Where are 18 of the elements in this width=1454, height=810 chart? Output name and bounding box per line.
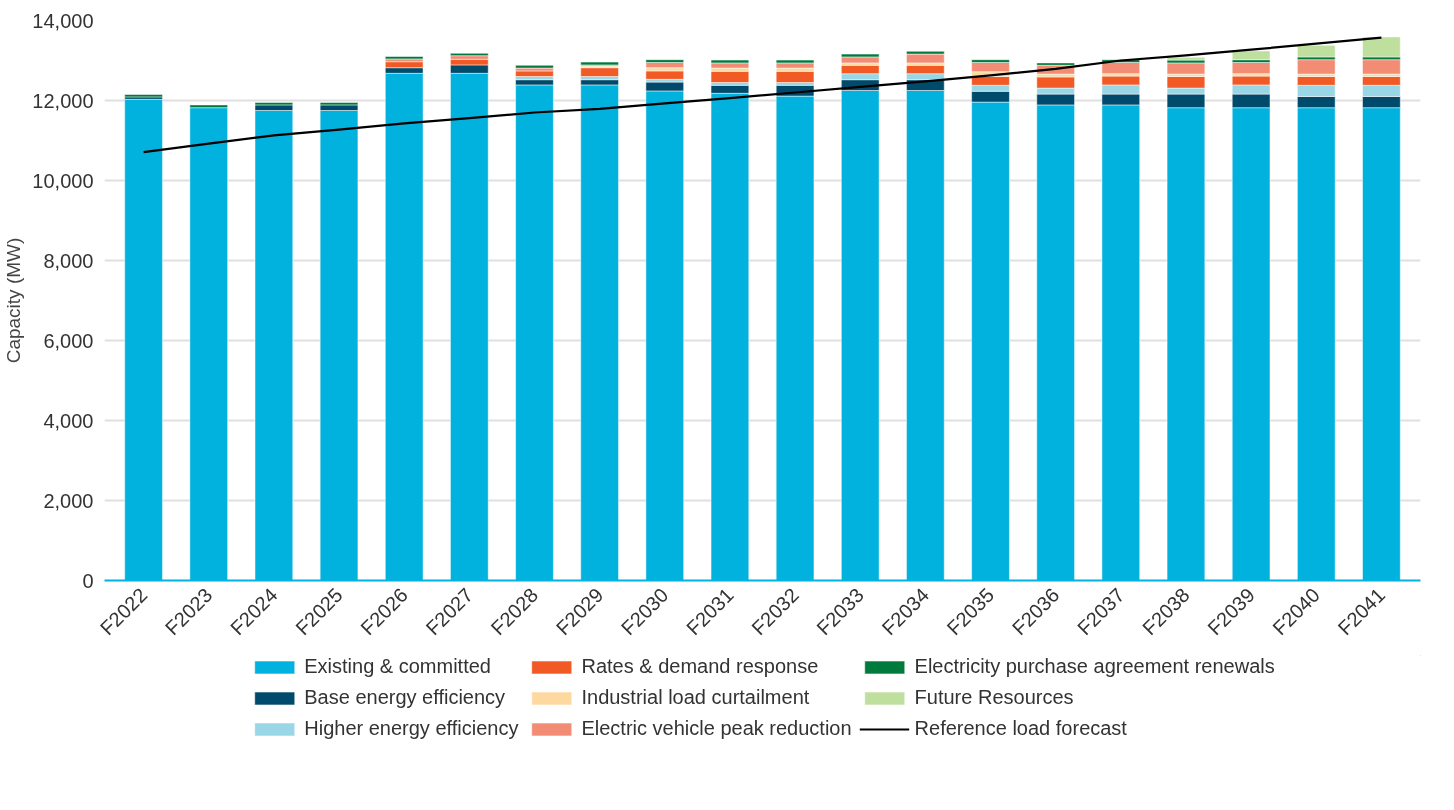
y-tick-label: 12,000 [32, 89, 94, 112]
legend-label: Existing & committed [304, 655, 491, 678]
y-tick-label: 10,000 [32, 169, 94, 192]
legend-label: Base energy efficiency [304, 686, 506, 709]
legend-label: Industrial load curtailment [581, 686, 810, 709]
legend-label: Higher energy efficiency [304, 717, 519, 740]
y-tick-label: 6,000 [43, 329, 94, 352]
y-tick-label: 0 [82, 569, 94, 592]
y-tick-label: 2,000 [43, 489, 94, 512]
legend-label: Reference load forecast [914, 717, 1127, 740]
legend-label: Electricity purchase agreement renewals [914, 655, 1275, 678]
y-tick-label: 8,000 [43, 249, 94, 272]
y-tick-label: 14,000 [32, 9, 94, 32]
legend-label: Rates & demand response [581, 655, 819, 678]
legend-label: Future Resources [914, 686, 1074, 709]
legend-label: Electric vehicle peak reduction [581, 717, 852, 740]
y-axis-title: Capacity (MW) [3, 237, 25, 364]
y-tick-label: 4,000 [43, 409, 94, 432]
